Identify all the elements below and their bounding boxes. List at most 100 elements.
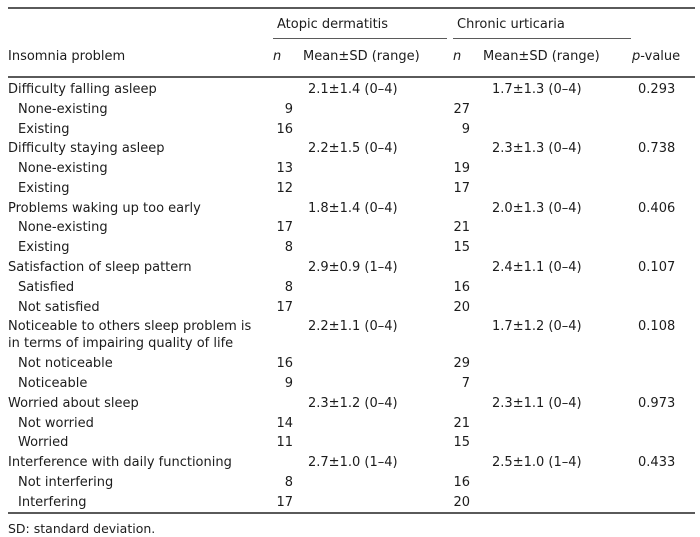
table-row: Existing 12 17 — [8, 179, 695, 199]
atopic-n-cell: 9 — [284, 101, 293, 117]
chronic-mean-cell — [483, 433, 632, 453]
atopic-mean-cell — [303, 433, 453, 453]
table-row: Worried about sleep 2.3±1.2 (0–4) 2.3±1.1 … — [8, 393, 695, 413]
p-value-cell — [632, 238, 695, 258]
row-label-cell: Noticeable — [18, 375, 88, 391]
atopic-mean-cell — [303, 179, 453, 199]
table-row: Satisfaction of sleep pattern 2.9±0.9 (1–… — [8, 258, 695, 278]
atopic-n-cell: 12 — [276, 180, 293, 196]
chronic-n-cell: 21 — [453, 220, 471, 236]
atopic-n-cell — [273, 393, 303, 413]
chronic-n-cell: 9 — [461, 121, 471, 137]
row-label-cell: Difficulty staying asleep — [8, 141, 165, 157]
p-value-cell — [632, 159, 695, 179]
row-label-cell: Worried — [18, 435, 69, 451]
table-row: None-existing 13 19 — [8, 159, 695, 179]
chronic-mean-cell — [483, 218, 632, 238]
atopic-mean-cell — [303, 238, 453, 258]
chronic-n-cell: 19 — [453, 161, 471, 177]
table-row: Existing 8 15 — [8, 238, 695, 258]
chronic-mean-cell — [483, 99, 632, 119]
atopic-mean-cell: 2.1±1.4 (0–4) — [308, 82, 398, 97]
table-header: Atopic dermatitis Chronic urticaria Inso… — [8, 8, 696, 78]
atopic-n-cell: 11 — [276, 435, 293, 451]
atopic-n-cell: 16 — [276, 356, 293, 372]
atopic-n-cell: 17 — [276, 220, 293, 236]
atopic-n-cell — [273, 453, 303, 473]
table-row: None-existing 9 27 — [8, 99, 695, 119]
chronic-n-cell — [453, 317, 483, 354]
row-label-cell: Existing — [18, 121, 70, 137]
insomnia-comparison-table: Atopic dermatitis Chronic urticaria Inso… — [8, 7, 696, 515]
atopic-mean-cell — [303, 119, 453, 139]
p-value-header: p-value — [632, 39, 696, 78]
atopic-n-cell: 16 — [276, 121, 293, 137]
chronic-mean-cell — [483, 413, 632, 433]
row-label-cell: Interference with daily functioning — [8, 455, 232, 471]
atopic-dermatitis-group-cell: Atopic dermatitis — [273, 8, 453, 39]
chronic-n-cell: 21 — [453, 415, 471, 431]
atopic-mean-cell — [303, 159, 453, 179]
chronic-n-cell — [453, 453, 483, 473]
chronic-n-cell — [453, 198, 483, 218]
atopic-n-cell: 17 — [276, 494, 293, 510]
chronic-mean-cell — [483, 492, 632, 513]
mean-sd-header-chronic: Mean±SD (range) — [483, 39, 633, 78]
chronic-n-cell: 29 — [453, 356, 471, 372]
chronic-n-cell: 20 — [453, 494, 471, 510]
p-value-cell — [632, 354, 695, 374]
chronic-mean-cell — [483, 374, 632, 394]
row-label-cell: None-existing — [18, 220, 108, 236]
atopic-mean-cell — [303, 492, 453, 513]
atopic-mean-cell — [303, 374, 453, 394]
table-row: Existing 16 9 — [8, 119, 695, 139]
row-label-cell: Not satisfied — [18, 299, 100, 315]
p-value-cell: 0.406 — [638, 200, 676, 216]
n-header-atopic: n — [273, 39, 303, 78]
chronic-n-cell — [453, 393, 483, 413]
chronic-urticaria-group-label: Chronic urticaria — [453, 14, 632, 39]
row-label-cell: Not noticeable — [18, 356, 113, 372]
atopic-mean-cell — [303, 277, 453, 297]
p-value-cell — [632, 179, 695, 199]
row-label-cell: Satisfied — [18, 279, 75, 295]
p-value-cell — [632, 413, 695, 433]
chronic-n-cell — [453, 77, 483, 99]
atopic-mean-cell — [303, 297, 453, 317]
atopic-mean-cell: 2.3±1.2 (0–4) — [308, 395, 398, 411]
chronic-n-cell: 15 — [453, 435, 471, 451]
table-row: Not noticeable 16 29 — [8, 354, 695, 374]
row-label-cell: Existing — [18, 240, 70, 256]
chronic-mean-cell: 2.3±1.1 (0–4) — [492, 395, 582, 411]
atopic-n-cell — [273, 139, 303, 159]
table-row: Not interfering 8 16 — [8, 472, 695, 492]
atopic-n-cell: 8 — [284, 240, 293, 256]
p-suffix: -value — [640, 49, 681, 64]
row-label-cell: Not worried — [18, 415, 94, 431]
atopic-n-cell: 14 — [276, 415, 293, 431]
row-label-cell: Satisfaction of sleep pattern — [8, 260, 192, 276]
p-value-cell: 0.293 — [638, 82, 676, 97]
atopic-n-cell: 9 — [284, 375, 293, 391]
atopic-mean-cell: 2.9±0.9 (1–4) — [308, 260, 398, 276]
table-row: Not satisfied 17 20 — [8, 297, 695, 317]
chronic-n-cell — [453, 258, 483, 278]
table-row: Interfering 17 20 — [8, 492, 695, 513]
insomnia-problem-header: Insomnia problem — [8, 39, 273, 78]
table-row: None-existing 17 21 — [8, 218, 695, 238]
chronic-mean-cell — [483, 354, 632, 374]
chronic-urticaria-group-cell: Chronic urticaria — [453, 8, 632, 39]
table-row: Difficulty staying asleep 2.2±1.5 (0–4) 2.… — [8, 139, 695, 159]
group-header-row: Atopic dermatitis Chronic urticaria — [8, 8, 695, 39]
chronic-n-cell: 27 — [453, 101, 471, 117]
stub-spacer-cell — [8, 8, 273, 39]
p-value-cell — [632, 492, 695, 513]
table-row: Not worried 14 21 — [8, 413, 695, 433]
row-label-cell: Problems waking up too early — [8, 200, 201, 216]
table-row: Interference with daily functioning 2.7±1… — [8, 453, 695, 473]
column-header-row: Insomnia problem n Mean±SD (range) n Mea… — [8, 39, 696, 78]
atopic-n-cell — [273, 77, 303, 99]
atopic-mean-cell — [303, 413, 453, 433]
chronic-n-cell — [453, 139, 483, 159]
